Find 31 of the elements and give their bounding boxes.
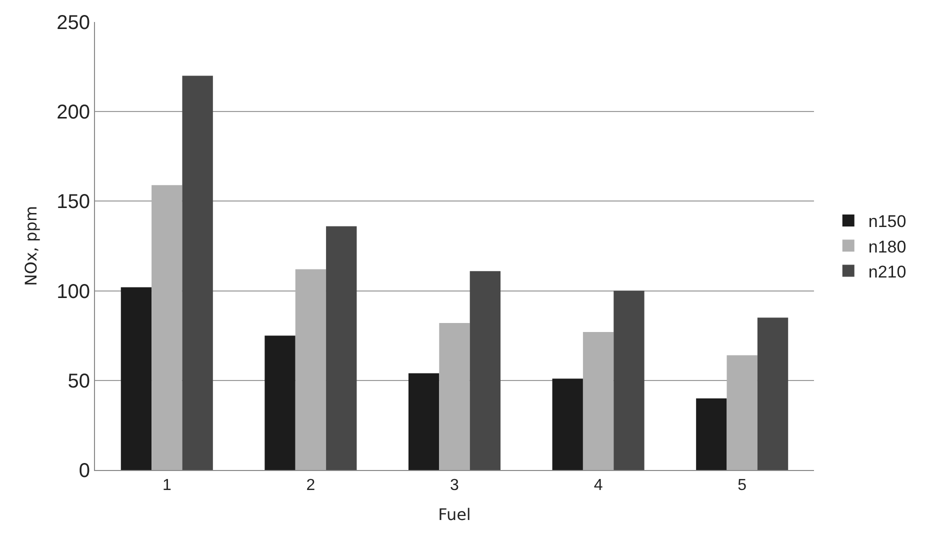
legend-label: n210 bbox=[868, 262, 906, 282]
bar bbox=[582, 332, 614, 470]
y-tick-label: 200 bbox=[56, 102, 90, 124]
bar bbox=[726, 355, 758, 470]
y-tick-label: 250 bbox=[56, 12, 90, 34]
bar bbox=[552, 378, 583, 470]
bar bbox=[120, 287, 152, 470]
bar bbox=[182, 76, 213, 470]
bar bbox=[408, 373, 440, 470]
bar bbox=[757, 318, 788, 470]
bar bbox=[152, 185, 182, 470]
x-tick-label: 3 bbox=[450, 477, 460, 494]
x-tick-label: 1 bbox=[162, 477, 172, 494]
y-axis-title: NOx, ppm bbox=[22, 206, 41, 286]
bar bbox=[439, 323, 470, 470]
bar bbox=[264, 336, 296, 470]
x-axis-title: Fuel bbox=[438, 504, 471, 524]
x-tick-label: 2 bbox=[306, 477, 316, 494]
bar bbox=[696, 398, 727, 470]
y-tick-label: 0 bbox=[78, 460, 90, 482]
bar bbox=[326, 226, 357, 470]
bar bbox=[470, 271, 501, 470]
y-tick-label: 50 bbox=[68, 370, 90, 392]
y-tick-label: 150 bbox=[56, 191, 90, 214]
x-tick-label: 5 bbox=[738, 477, 747, 494]
bar bbox=[614, 290, 644, 470]
bar bbox=[295, 269, 326, 470]
legend-label: n180 bbox=[868, 237, 906, 256]
x-tick-label: 4 bbox=[594, 477, 603, 494]
legend-label: n150 bbox=[868, 212, 906, 232]
y-tick-label: 100 bbox=[56, 280, 90, 303]
